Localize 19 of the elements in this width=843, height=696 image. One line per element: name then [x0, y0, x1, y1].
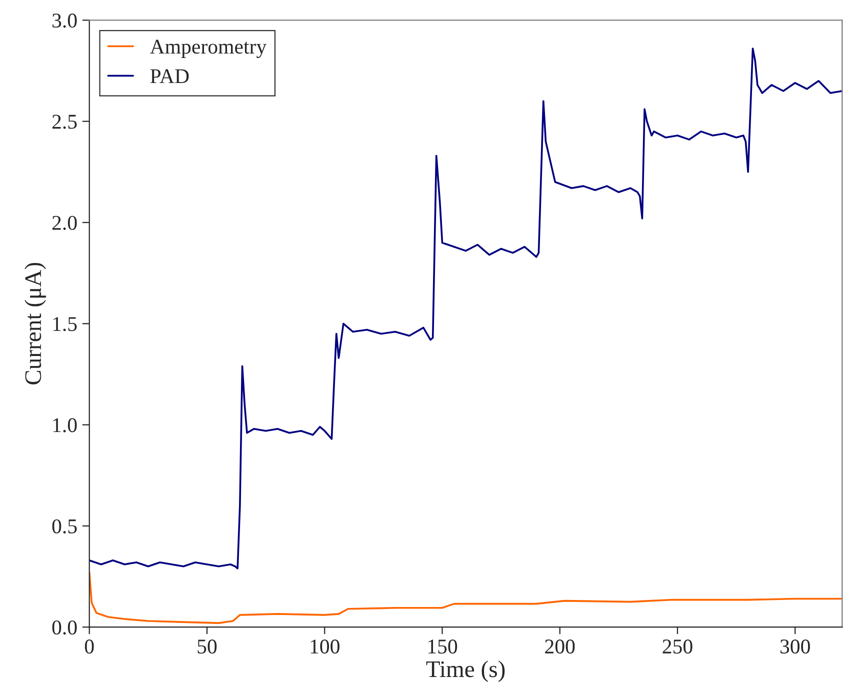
x-tick-label: 100 [310, 640, 340, 654]
y-tick-label: 1.5 [53, 317, 77, 332]
legend-label: Amperometry [150, 40, 267, 58]
y-tick-label: 3.0 [52, 14, 77, 28]
x-tick-label: 50 [198, 640, 217, 654]
y-tick-label: 0.5 [52, 519, 77, 534]
x-tick-label: 0 [84, 640, 94, 654]
y-tick-label: 0.0 [52, 620, 77, 635]
legend-label: PAD [150, 69, 189, 84]
y-tick-label: 2.5 [52, 114, 77, 129]
x-tick-label: 300 [780, 640, 810, 654]
y-tick-label: 1.0 [53, 418, 77, 432]
x-tick-label: 250 [662, 640, 692, 654]
x-tick-label: 150 [428, 640, 458, 654]
y-tick-label: 2.0 [52, 216, 77, 230]
x-axis-title: Time (s) [426, 660, 505, 682]
line-series [89, 572, 842, 624]
y-axis-title: Current (μA) [24, 262, 46, 384]
x-tick-label: 200 [545, 640, 575, 654]
